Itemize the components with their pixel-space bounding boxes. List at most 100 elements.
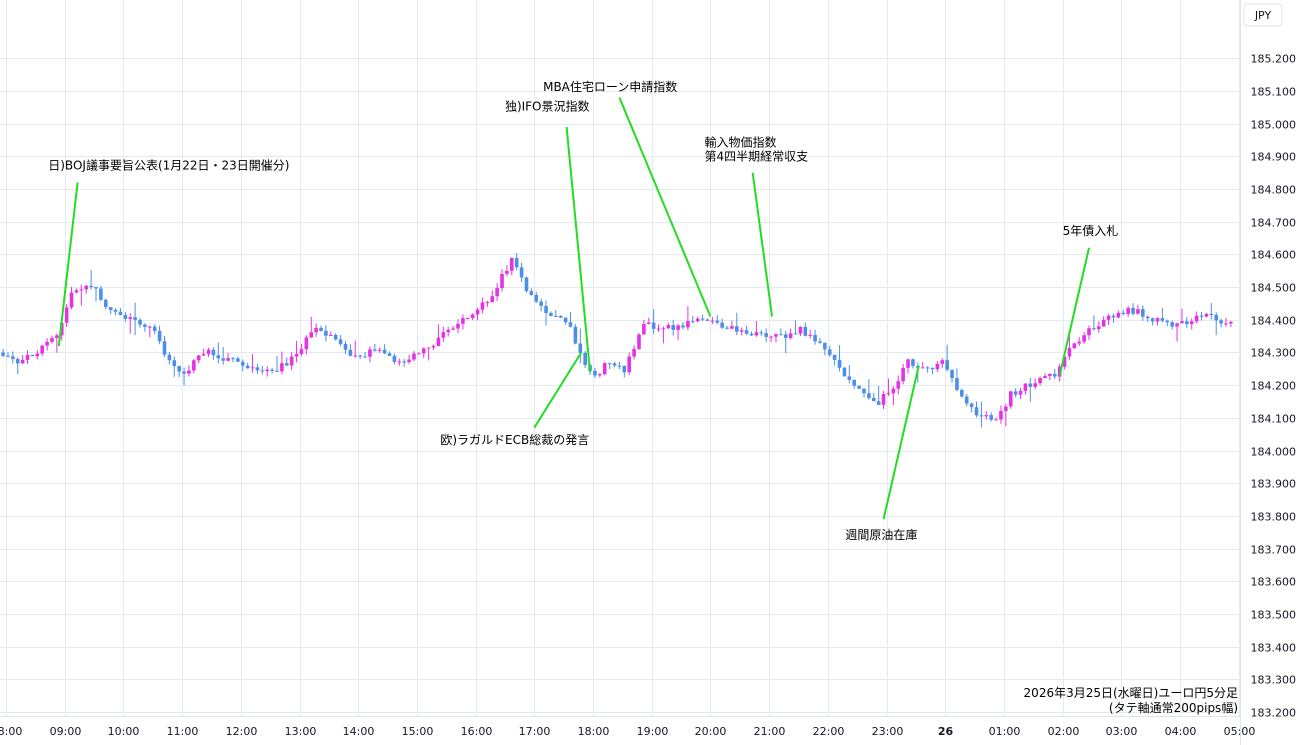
candle-body <box>749 333 754 336</box>
candle <box>324 325 328 342</box>
x-tick-label: 08:00 <box>0 725 22 738</box>
candle-body <box>627 356 631 373</box>
candle <box>749 331 754 337</box>
candle-body <box>1013 391 1018 395</box>
candle <box>607 362 612 370</box>
y-tick-label: 183.700 <box>1251 544 1297 557</box>
candle-body <box>480 302 485 310</box>
candle-body <box>240 361 245 366</box>
candle <box>769 335 773 343</box>
y-tick-label: 184.800 <box>1251 184 1297 197</box>
candle <box>441 326 446 342</box>
candle-body <box>583 352 587 366</box>
candle <box>211 347 216 360</box>
candle-body <box>925 367 930 369</box>
candle-body <box>162 341 167 355</box>
candle-body <box>343 343 348 350</box>
candle-body <box>823 342 827 350</box>
candle-body <box>847 376 852 380</box>
candle-body <box>289 356 294 366</box>
candle-body <box>842 367 847 377</box>
candle <box>1229 320 1233 327</box>
candle-body <box>50 338 54 342</box>
candle <box>1121 309 1126 316</box>
candle-body <box>260 370 265 372</box>
candle-body <box>514 258 519 268</box>
candle-body <box>182 371 186 374</box>
candle <box>216 342 221 364</box>
candle-body <box>1062 356 1067 367</box>
candle-body <box>852 379 857 386</box>
annotation-leader-line <box>533 351 583 429</box>
candle-body <box>1008 391 1013 407</box>
candle <box>661 326 666 344</box>
candle-body <box>940 360 945 364</box>
candle-body <box>862 388 866 394</box>
candle <box>519 262 524 283</box>
candle-body <box>284 363 289 366</box>
annotation-label: MBA住宅ローン申請指数 <box>543 79 677 94</box>
candle <box>602 362 607 376</box>
candle-body <box>113 309 118 312</box>
candle <box>1199 311 1204 321</box>
candle <box>867 379 871 400</box>
candle-body <box>465 318 470 320</box>
candle <box>1194 311 1199 324</box>
candle <box>999 405 1003 424</box>
y-tick-label: 184.600 <box>1251 249 1297 262</box>
candle <box>45 338 49 351</box>
candle-body <box>265 369 270 372</box>
candle <box>1004 403 1008 427</box>
candle <box>1013 388 1018 398</box>
candle <box>1023 383 1028 395</box>
candle <box>240 359 245 372</box>
candle-body <box>1077 341 1082 344</box>
candle <box>314 323 318 337</box>
candle-body <box>192 360 196 371</box>
candle <box>1219 318 1223 328</box>
candle <box>617 361 622 370</box>
candle <box>294 340 299 363</box>
y-tick-label: 184.100 <box>1251 413 1297 426</box>
candle <box>275 355 279 372</box>
candle <box>1204 312 1209 318</box>
candle <box>1141 305 1145 321</box>
candle <box>1033 378 1038 390</box>
candle-body <box>705 319 710 321</box>
candle <box>446 326 451 337</box>
candle-body <box>485 302 490 304</box>
candle-body <box>353 355 358 357</box>
x-tick-label: 05:00 <box>1224 725 1256 738</box>
y-tick-label: 184.700 <box>1251 217 1297 230</box>
event-annotation: 5年債入札 <box>1058 223 1118 376</box>
candle-body <box>304 337 309 350</box>
y-tick-label: 184.400 <box>1251 315 1297 328</box>
candle-body <box>911 359 915 367</box>
candle <box>6 352 10 358</box>
x-tick-label: 09:00 <box>50 725 82 738</box>
candle <box>509 257 514 276</box>
candle <box>974 401 979 418</box>
candle-body <box>280 363 284 372</box>
candle <box>686 306 690 331</box>
candle-body <box>1170 322 1174 327</box>
candle-body <box>314 327 318 333</box>
candle <box>1043 373 1047 379</box>
y-tick-label: 184.500 <box>1251 282 1297 295</box>
annotation-label: 輸入物価指数 <box>705 135 777 150</box>
candle-body <box>451 328 455 330</box>
candle-body <box>294 353 299 357</box>
candle-body <box>216 355 221 359</box>
candle-body <box>529 291 534 295</box>
candle <box>1126 305 1130 317</box>
candle <box>911 358 915 369</box>
candle <box>671 319 676 336</box>
candle <box>1155 317 1160 326</box>
candle <box>598 372 602 378</box>
candle <box>206 347 211 357</box>
candle-body <box>876 401 881 405</box>
candle-body <box>1052 373 1057 377</box>
caption-line-2: (タテ軸通常200pips幅) <box>1109 700 1238 715</box>
candle-body <box>1106 315 1111 320</box>
